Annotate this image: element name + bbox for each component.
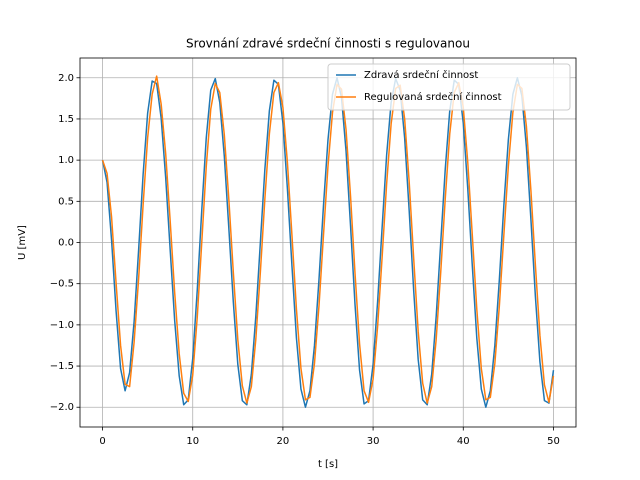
y-tick-label: 0.5	[58, 196, 74, 207]
legend-label: Regulovaná srdeční činnost	[364, 91, 502, 103]
y-tick-label: 2.0	[58, 73, 74, 84]
series-line	[101, 75, 555, 404]
chart-title: Srovnání zdravé srdeční činnosti s regul…	[186, 37, 470, 51]
x-tick-label: 10	[186, 436, 199, 447]
x-tick-label: 50	[547, 436, 560, 447]
legend: Zdravá srdeční činnost Regulovaná srdeční…	[327, 63, 571, 111]
x-axis-label: t [s]	[318, 459, 338, 470]
y-tick-label: 0.0	[58, 238, 74, 249]
y-tick-label: −1.5	[50, 361, 74, 372]
x-tick-label: 0	[99, 436, 105, 447]
y-tick-label: 1.5	[58, 114, 74, 125]
x-tick-label: 40	[457, 436, 470, 447]
y-tick-label: −0.5	[50, 279, 74, 290]
y-tick-label: 1.0	[58, 155, 74, 166]
x-tick-label: 30	[367, 436, 380, 447]
x-tick-label: 20	[277, 436, 290, 447]
y-tick-label: −1.0	[50, 320, 74, 331]
legend-box	[327, 63, 571, 111]
series-line	[101, 77, 555, 408]
legend-label: Zdravá srdeční činnost	[364, 69, 478, 81]
y-tick-label: −2.0	[50, 402, 74, 413]
plot-frame	[79, 57, 577, 428]
y-axis-label: U [mV]	[17, 225, 28, 260]
